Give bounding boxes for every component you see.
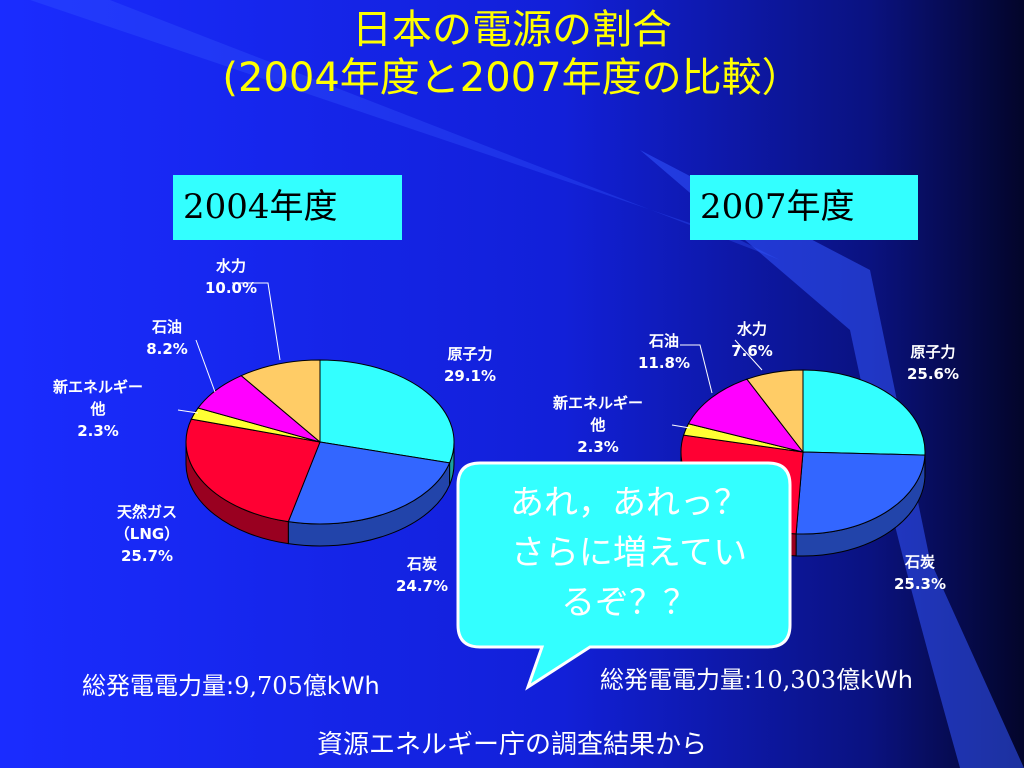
- label-2004-nuclear: 原子力 29.1%: [443, 345, 497, 385]
- leader-line-0: [232, 282, 281, 361]
- pie-slice-oil: [687, 378, 805, 453]
- label-2007-hydro: 水力 7.6%: [731, 320, 773, 360]
- title-line-1: 日本の電源の割合: [352, 7, 672, 53]
- pie-slice-coal: [795, 451, 926, 535]
- pie-slice-coal: [287, 441, 451, 525]
- total-2007-label: 総発電電力量: [600, 666, 744, 694]
- label-2004-lng: 天然ガス （LNG） 25.7%: [114, 503, 180, 565]
- pie-slice-hydro: [240, 359, 321, 444]
- year-label-2004: 2004年度: [183, 187, 338, 227]
- label-2004-oil: 石油 8.2%: [146, 318, 188, 358]
- leader-line-5: [671, 424, 691, 429]
- callout-text: あれ，あれっ？ さらに増えてい るぞ？？: [510, 483, 748, 623]
- leader-line-1: [195, 339, 216, 393]
- label-2007-coal: 石炭 25.3%: [893, 553, 947, 593]
- total-2004: 総発電電力量:9,705億kWh: [82, 672, 380, 700]
- year-box-2007: 2007年度: [690, 175, 918, 240]
- year-box-2004: 2004年度: [173, 175, 402, 240]
- pie-slice-nuclear: [319, 359, 455, 464]
- label-2004-new-energy: 新エネルギー他 2.3%: [52, 378, 143, 440]
- total-2004-value: 9,705: [234, 672, 303, 700]
- leader-line-4: [734, 339, 763, 371]
- diagonal-swoosh: [640, 150, 1024, 768]
- source-note: 資源エネルギー庁の調査結果から: [316, 730, 707, 760]
- pie-slice-hydro: [746, 369, 804, 454]
- label-2007-oil: 石油 11.8%: [637, 332, 691, 372]
- leader-line-2: [177, 409, 199, 414]
- total-2007-unit: 億kWh: [836, 666, 913, 694]
- pie-2004年度: [185, 359, 455, 547]
- total-2007: 総発電電力量:10,303億kWh: [600, 666, 913, 694]
- callout-bubble: [456, 461, 792, 691]
- label-2007-nuclear: 原子力 25.6%: [906, 343, 960, 383]
- pie-slice-lng: [185, 418, 321, 523]
- total-2004-unit: 億kWh: [302, 672, 380, 700]
- total-2007-value: 10,303: [752, 666, 837, 694]
- label-2007-new-energy: 新エネルギー他 2.3%: [552, 394, 643, 456]
- title-line-2: (2004年度と2007年度の比較）: [222, 55, 802, 101]
- label-2004-hydro: 水力 10.0%: [204, 257, 258, 297]
- leader-line-3: [680, 344, 713, 394]
- pie-slice-nuclear: [802, 369, 926, 456]
- label-2004-coal: 石炭 24.7%: [395, 555, 449, 595]
- total-2004-label: 総発電電力量: [82, 672, 226, 700]
- page-title: 日本の電源の割合 (2004年度と2007年度の比較）: [0, 6, 1024, 102]
- year-label-2007: 2007年度: [700, 187, 855, 227]
